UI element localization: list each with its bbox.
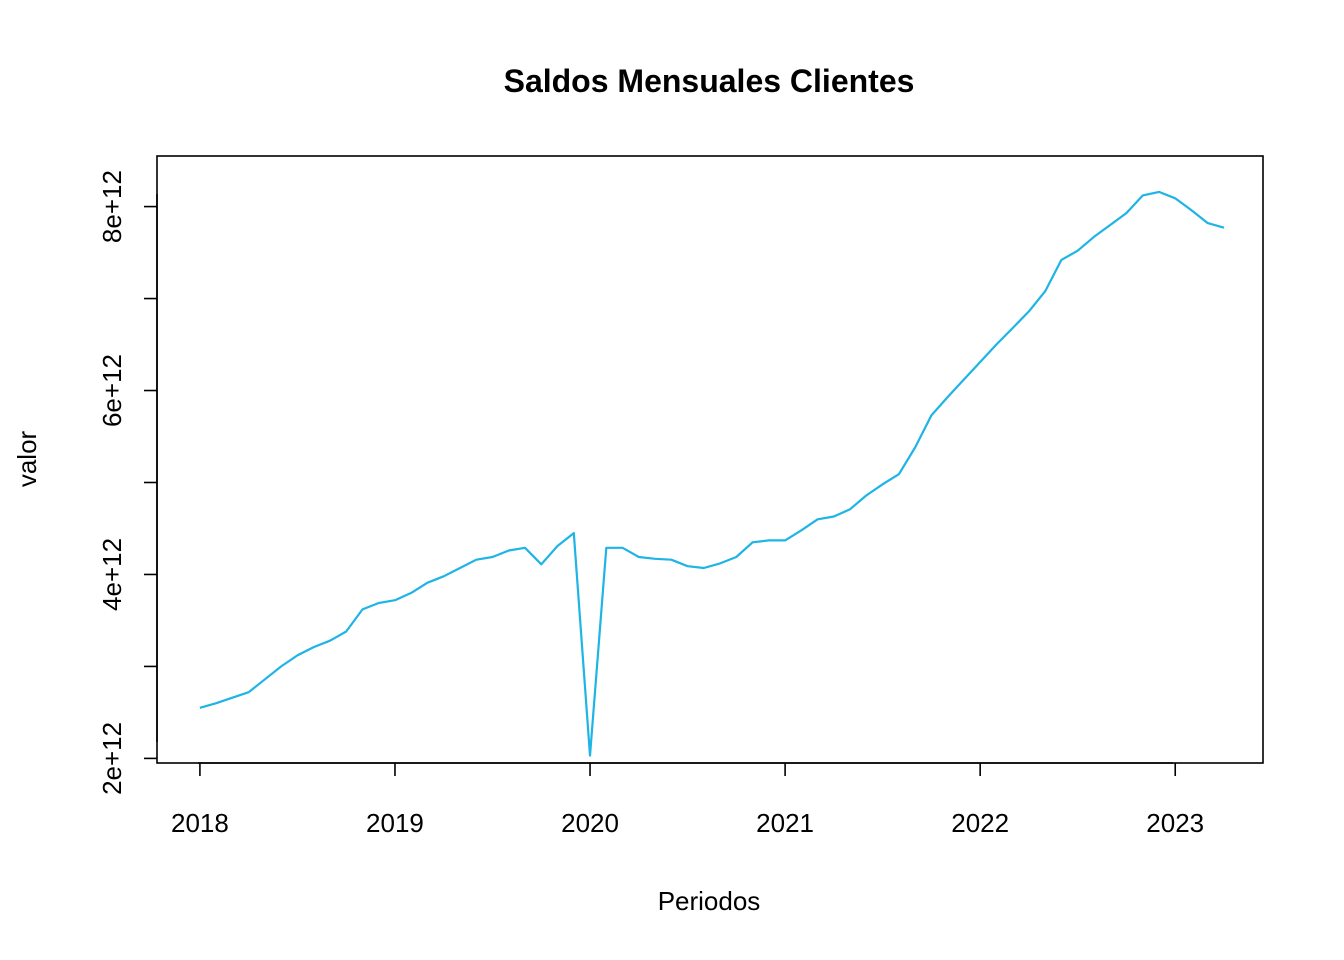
plot-frame xyxy=(156,155,1264,764)
x-axis-title: Periodos xyxy=(658,886,761,916)
chart-title: Saldos Mensuales Clientes xyxy=(504,63,915,99)
y-tick-label: 8e+12 xyxy=(97,170,127,243)
x-tick-label: 2020 xyxy=(561,808,619,838)
series-points xyxy=(199,191,1225,756)
y-tick-label: 2e+12 xyxy=(97,722,127,795)
y-axis-title: valor xyxy=(12,430,42,487)
y-tick-label: 6e+12 xyxy=(97,354,127,427)
y-tick-label: 4e+12 xyxy=(97,538,127,611)
x-tick-label: 2022 xyxy=(951,808,1009,838)
x-axis-ticks: 2018 2019 2020 2021 2022 2023 xyxy=(171,763,1204,838)
x-tick-label: 2018 xyxy=(171,808,229,838)
x-tick-label: 2023 xyxy=(1146,808,1204,838)
series-line xyxy=(199,190,1225,757)
x-tick-label: 2021 xyxy=(756,808,814,838)
x-tick-label: 2019 xyxy=(366,808,424,838)
y-axis-ticks: 2e+12 4e+12 6e+12 8e+12 xyxy=(97,170,157,795)
